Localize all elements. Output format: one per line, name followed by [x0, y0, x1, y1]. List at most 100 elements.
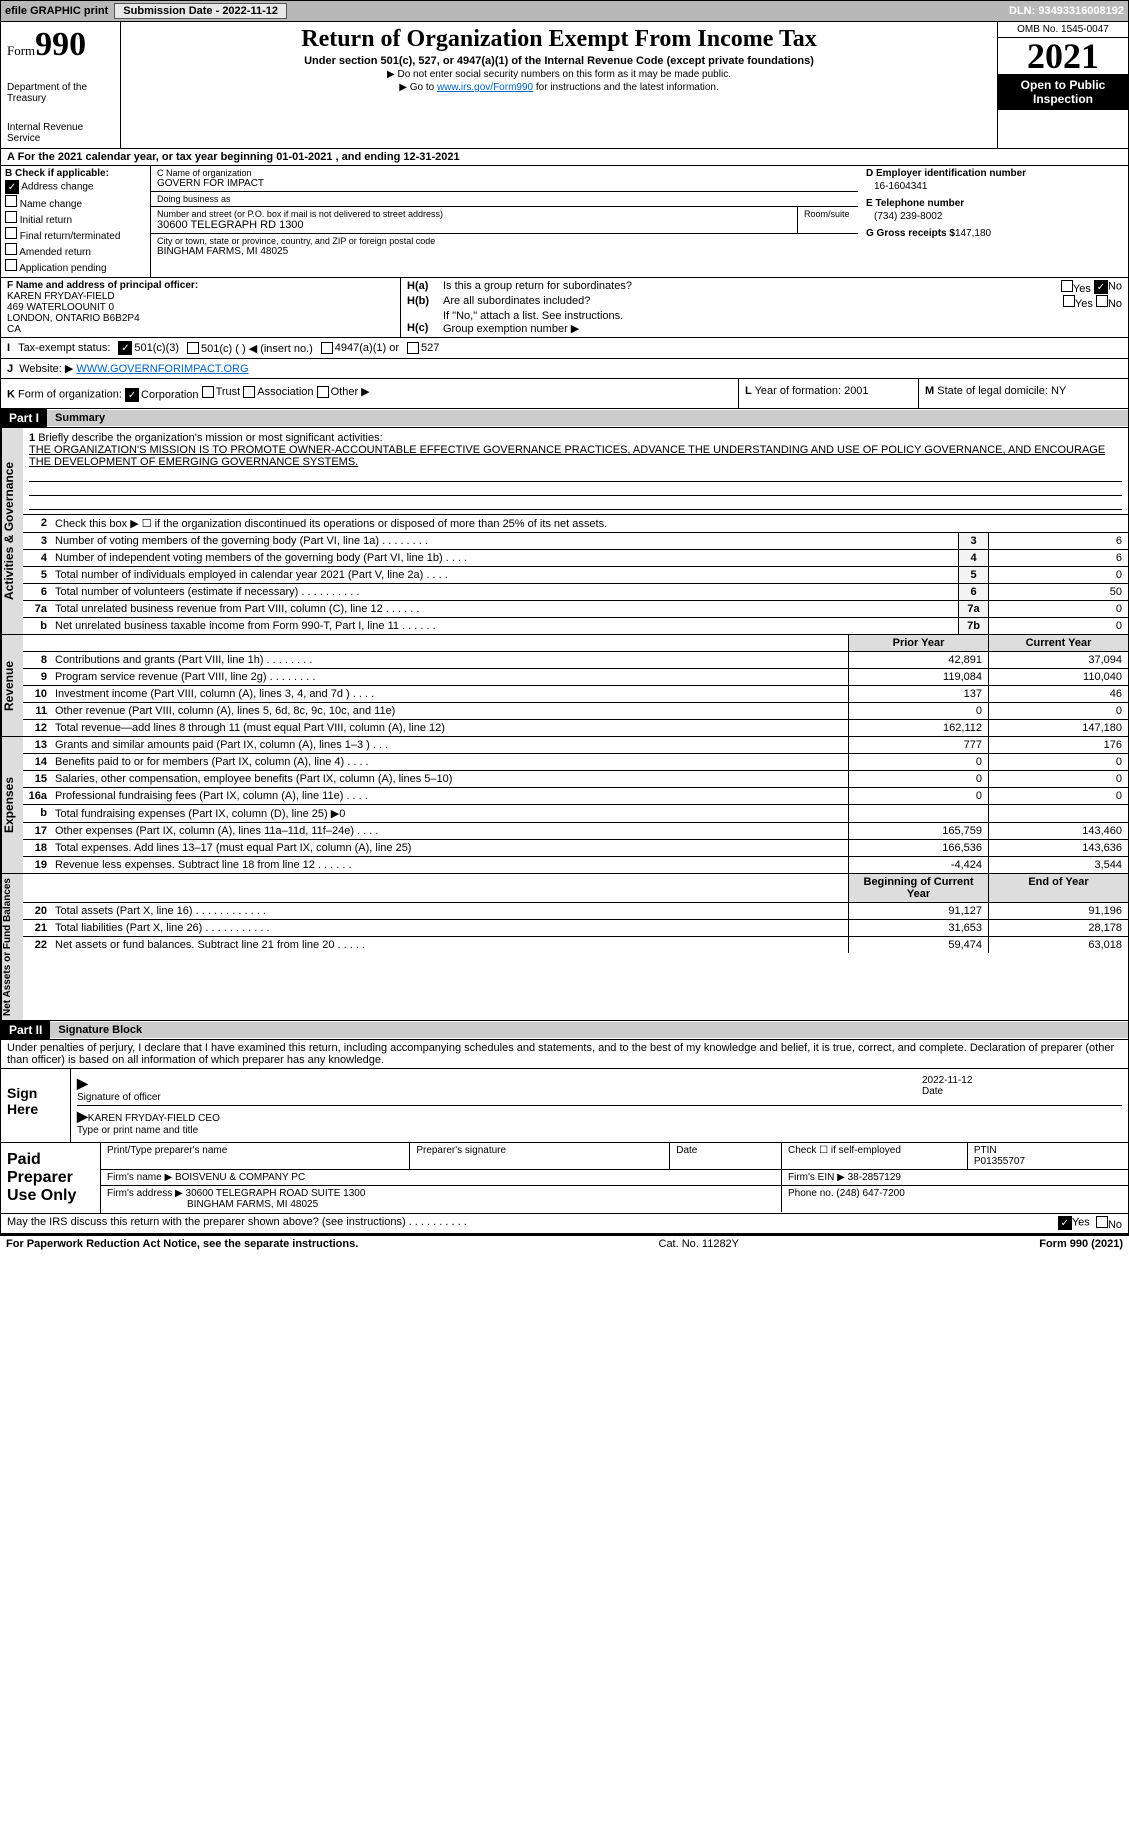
gross-receipts: G Gross receipts $147,180	[866, 228, 1120, 239]
org-name-cell: C Name of organization GOVERN FOR IMPACT	[151, 166, 858, 192]
block-fh: F Name and address of principal officer:…	[0, 278, 1129, 338]
prep-date-hdr: Date	[670, 1143, 782, 1169]
cat-no: Cat. No. 11282Y	[659, 1238, 740, 1250]
activities-line: bNet unrelated business taxable income f…	[23, 618, 1128, 634]
data-line: 16aProfessional fundraising fees (Part I…	[23, 788, 1128, 805]
vtab-expenses: Expenses	[1, 737, 23, 873]
ein-label: D Employer identification number	[866, 168, 1120, 179]
data-line: 8Contributions and grants (Part VIII, li…	[23, 652, 1128, 669]
data-line: 9Program service revenue (Part VIII, lin…	[23, 669, 1128, 686]
goto-note: ▶ Go to www.irs.gov/Form990 for instruct…	[129, 82, 989, 93]
mission-text: THE ORGANIZATION'S MISSION IS TO PROMOTE…	[29, 444, 1105, 468]
discuss-no[interactable]: No	[1096, 1216, 1122, 1231]
org-name: GOVERN FOR IMPACT	[157, 178, 852, 189]
website-link[interactable]: WWW.GOVERNFORIMPACT.ORG	[76, 363, 248, 375]
prep-ptin: PTINP01355707	[968, 1143, 1128, 1169]
colb-item[interactable]: ✓ Address change	[5, 180, 146, 194]
col-b-header: B Check if applicable:	[5, 168, 146, 179]
data-line: 11Other revenue (Part VIII, column (A), …	[23, 703, 1128, 720]
revenue-section: Revenue Prior Year Current Year 8Contrib…	[0, 635, 1129, 737]
row-a-taxyear: A For the 2021 calendar year, or tax yea…	[0, 149, 1129, 166]
ha-yes[interactable]: Yes	[1061, 280, 1091, 295]
form-title: Return of Organization Exempt From Incom…	[129, 26, 989, 53]
data-line: 13Grants and similar amounts paid (Part …	[23, 737, 1128, 754]
form-id-block: Form990 Department of the Treasury Inter…	[1, 22, 121, 148]
row-j-website: J Website: ▶ WWW.GOVERNFORIMPACT.ORG	[0, 359, 1129, 379]
discuss-yes[interactable]: ✓Yes	[1058, 1216, 1090, 1231]
paid-preparer-label: Paid Preparer Use Only	[1, 1143, 101, 1213]
netassets-header-row: Beginning of Current Year End of Year	[23, 874, 1128, 903]
irs-form990-link[interactable]: www.irs.gov/Form990	[437, 82, 533, 93]
data-line: 18Total expenses. Add lines 13–17 (must …	[23, 840, 1128, 857]
hb-yes[interactable]: Yes	[1063, 295, 1093, 310]
street-value: 30600 TELEGRAPH RD 1300	[157, 219, 791, 231]
data-line: 10Investment income (Part VIII, column (…	[23, 686, 1128, 703]
block-bcd: B Check if applicable: ✓ Address change …	[0, 166, 1129, 278]
activities-line: 2Check this box ▶ ☐ if the organization …	[23, 515, 1128, 533]
activities-line: 7aTotal unrelated business revenue from …	[23, 601, 1128, 618]
phone-label: E Telephone number	[866, 198, 1120, 209]
data-line: 22Net assets or fund balances. Subtract …	[23, 937, 1128, 953]
prep-selfemp[interactable]: Check ☐ if self-employed	[782, 1143, 968, 1169]
status-4947[interactable]: 4947(a)(1) or	[321, 342, 399, 354]
ssn-note: ▶ Do not enter social security numbers o…	[129, 69, 989, 80]
sig-date: 2022-11-12	[922, 1075, 972, 1086]
discuss-row: May the IRS discuss this return with the…	[0, 1214, 1129, 1234]
ha-no[interactable]: ✓No	[1094, 280, 1122, 295]
firm-name-cell: Firm's name ▶ BOISVENU & COMPANY PC	[101, 1170, 782, 1185]
activities-line: 5Total number of individuals employed in…	[23, 567, 1128, 584]
status-527[interactable]: 527	[407, 342, 439, 354]
data-line: 15Salaries, other compensation, employee…	[23, 771, 1128, 788]
colb-item[interactable]: Amended return	[5, 243, 146, 258]
submission-date-button[interactable]: Submission Date - 2022-11-12	[114, 3, 287, 19]
colb-item[interactable]: Name change	[5, 195, 146, 210]
dba-cell: Doing business as	[151, 192, 858, 207]
colb-item[interactable]: Initial return	[5, 211, 146, 226]
sig-officer-label: Signature of officer	[77, 1092, 161, 1103]
data-line: bTotal fundraising expenses (Part IX, co…	[23, 805, 1128, 823]
status-501c[interactable]: 501(c) ( ) ◀ (insert no.)	[187, 342, 313, 355]
col-h-group: H(a) Is this a group return for subordin…	[401, 278, 1128, 337]
officer-name: KAREN FRYDAY-FIELD CEO	[88, 1113, 220, 1124]
firm-ein-cell: Firm's EIN ▶ 38-2857129	[782, 1170, 1128, 1185]
data-line: 21Total liabilities (Part X, line 26) . …	[23, 920, 1128, 937]
page-footer: For Paperwork Reduction Act Notice, see …	[0, 1234, 1129, 1252]
col-c-org: C Name of organization GOVERN FOR IMPACT…	[151, 166, 858, 277]
row-m-state: M State of legal domicile: NY	[918, 379, 1128, 408]
data-line: 20Total assets (Part X, line 16) . . . .…	[23, 903, 1128, 920]
paid-preparer-block: Paid Preparer Use Only Print/Type prepar…	[0, 1143, 1129, 1214]
colb-item[interactable]: Final return/terminated	[5, 227, 146, 242]
status-501c3[interactable]: ✓ 501(c)(3)	[118, 341, 179, 355]
mission-block: 1 Briefly describe the organization's mi…	[23, 428, 1128, 515]
vtab-netassets: Net Assets or Fund Balances	[1, 874, 23, 1020]
revenue-header-row: Prior Year Current Year	[23, 635, 1128, 652]
dept-treasury: Department of the Treasury	[7, 82, 114, 104]
netassets-section: Net Assets or Fund Balances Beginning of…	[0, 874, 1129, 1021]
firm-addr-cell: Firm's address ▶ 30600 TELEGRAPH ROAD SU…	[101, 1186, 782, 1212]
col-f-officer: F Name and address of principal officer:…	[1, 278, 401, 337]
col-b-checkboxes: B Check if applicable: ✓ Address change …	[1, 166, 151, 277]
sign-here-label: Sign Here	[1, 1069, 71, 1142]
irs-label: Internal Revenue Service	[7, 122, 114, 144]
efile-label: efile GRAPHIC print	[5, 5, 108, 17]
sign-here-block: Sign Here ▶Signature of officer 2022-11-…	[0, 1069, 1129, 1143]
col-d-ein: D Employer identification number 16-1604…	[858, 166, 1128, 277]
paperwork-notice: For Paperwork Reduction Act Notice, see …	[6, 1238, 358, 1250]
form-footer: Form 990 (2021)	[1039, 1238, 1123, 1250]
open-to-public: Open to Public Inspection	[998, 74, 1128, 110]
efile-topbar: efile GRAPHIC print Submission Date - 20…	[0, 0, 1129, 22]
form-number: Form990	[7, 26, 114, 64]
ein-value: 16-1604341	[874, 181, 1120, 192]
org-corporation[interactable]: ✓ Corporation	[125, 388, 198, 402]
firm-phone-cell: Phone no. (248) 647-7200	[782, 1186, 1128, 1212]
city-value: BINGHAM FARMS, MI 48025	[157, 246, 852, 257]
penalty-statement: Under penalties of perjury, I declare th…	[0, 1040, 1129, 1069]
org-association[interactable]: Association	[243, 386, 313, 398]
org-trust[interactable]: Trust	[202, 386, 241, 398]
colb-item[interactable]: Application pending	[5, 259, 146, 274]
org-other[interactable]: Other ▶	[317, 385, 370, 398]
hb-no[interactable]: No	[1096, 295, 1122, 310]
form-year-block: OMB No. 1545-0047 2021 Open to Public In…	[998, 22, 1128, 148]
form-title-block: Return of Organization Exempt From Incom…	[121, 22, 998, 148]
part1-header: Part I Summary	[0, 409, 1129, 428]
